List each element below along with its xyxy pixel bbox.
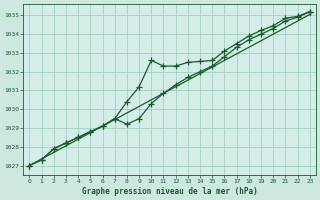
- X-axis label: Graphe pression niveau de la mer (hPa): Graphe pression niveau de la mer (hPa): [82, 187, 258, 196]
